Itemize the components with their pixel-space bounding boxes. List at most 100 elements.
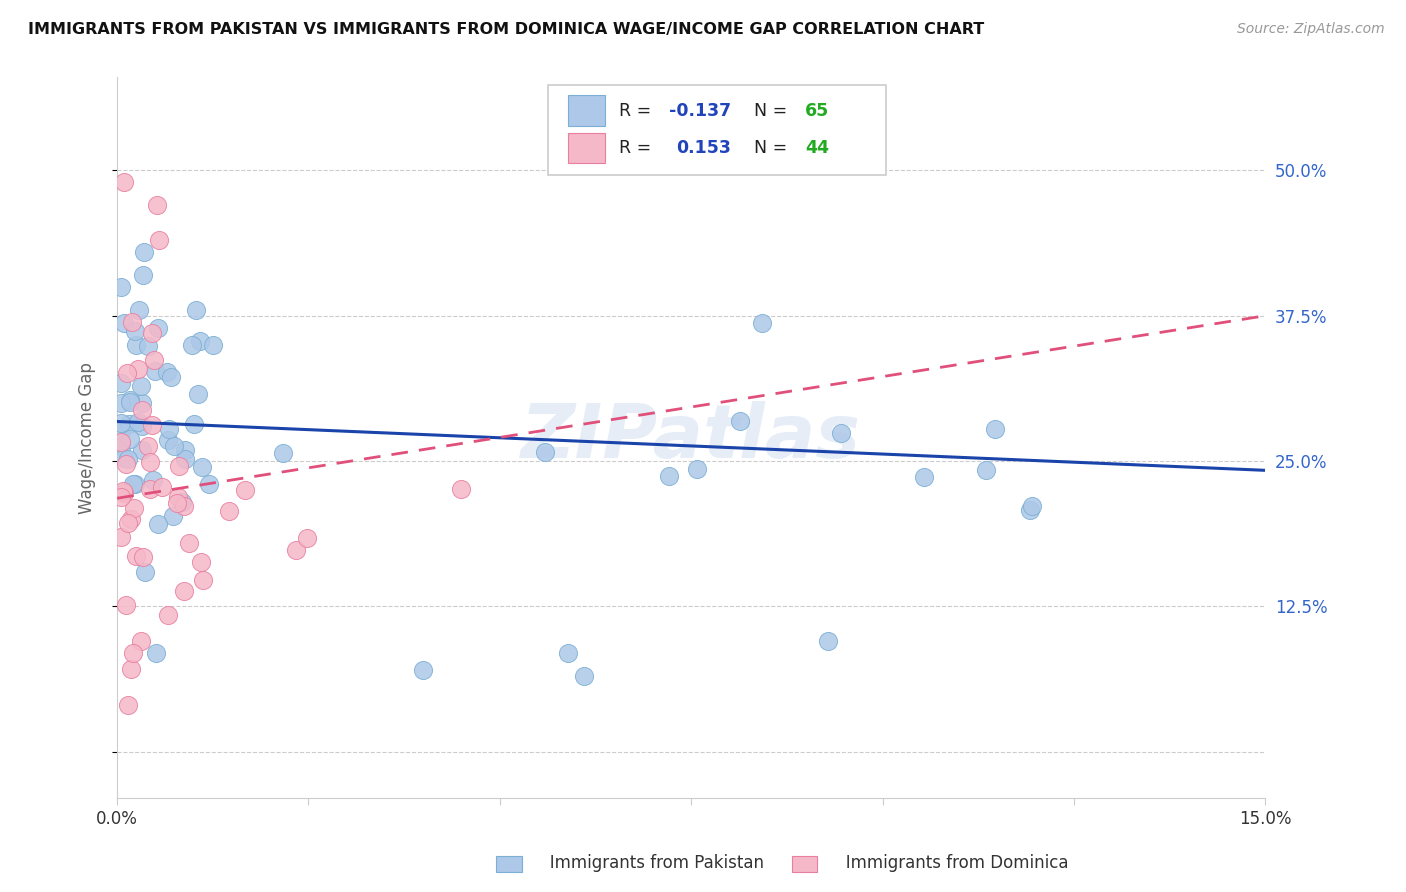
Point	[191, 460, 214, 475]
Point	[110, 396, 132, 410]
Point	[817, 634, 839, 648]
Point	[148, 233, 170, 247]
Text: 44: 44	[804, 139, 830, 157]
Point	[172, 495, 194, 509]
Point	[173, 584, 195, 599]
Point	[112, 175, 135, 189]
Point	[132, 268, 155, 282]
Point	[129, 634, 152, 648]
Point	[131, 419, 153, 434]
Point	[187, 387, 209, 401]
Point	[728, 414, 751, 428]
Point	[184, 302, 207, 317]
Point	[125, 549, 148, 564]
Text: N =: N =	[755, 139, 793, 157]
Point	[751, 317, 773, 331]
Point	[533, 445, 555, 459]
Point	[167, 490, 190, 504]
Point	[127, 415, 149, 429]
Point	[112, 450, 135, 465]
Point	[188, 334, 211, 349]
Point	[110, 279, 132, 293]
Point	[157, 422, 180, 436]
Point	[132, 549, 155, 564]
Y-axis label: Wage/Income Gap: Wage/Income Gap	[79, 362, 96, 514]
Point	[115, 457, 138, 471]
Point	[173, 499, 195, 513]
Point	[120, 512, 142, 526]
Point	[412, 663, 434, 677]
Text: ZIPatlas: ZIPatlas	[522, 401, 862, 475]
Point	[121, 314, 143, 328]
Point	[120, 662, 142, 676]
Point	[830, 425, 852, 440]
Point	[557, 646, 579, 660]
Point	[233, 483, 256, 497]
Point	[201, 338, 224, 352]
Point	[121, 477, 143, 491]
Point	[117, 451, 139, 466]
Point	[142, 473, 165, 487]
Point	[110, 376, 132, 391]
FancyBboxPatch shape	[548, 85, 886, 175]
Point	[110, 416, 132, 430]
Point	[118, 432, 141, 446]
Point	[156, 433, 179, 447]
Point	[658, 468, 681, 483]
Text: IMMIGRANTS FROM PAKISTAN VS IMMIGRANTS FROM DOMINICA WAGE/INCOME GAP CORRELATION: IMMIGRANTS FROM PAKISTAN VS IMMIGRANTS F…	[28, 22, 984, 37]
Text: R =: R =	[619, 139, 657, 157]
Point	[143, 364, 166, 378]
Point	[148, 516, 170, 531]
Bar	[568, 95, 605, 126]
Point	[162, 509, 184, 524]
Point	[143, 353, 166, 368]
Point	[162, 439, 184, 453]
Point	[110, 435, 132, 450]
Point	[141, 418, 163, 433]
Point	[157, 607, 180, 622]
Point	[180, 337, 202, 351]
Text: Immigrants from Dominica: Immigrants from Dominica	[830, 855, 1069, 872]
Text: N =: N =	[755, 102, 793, 120]
Point	[218, 504, 240, 518]
Point	[131, 403, 153, 417]
Point	[173, 443, 195, 458]
Point	[167, 459, 190, 474]
Point	[132, 244, 155, 259]
Point	[450, 482, 472, 496]
Point	[117, 516, 139, 531]
Point	[122, 646, 145, 660]
Text: R =: R =	[619, 102, 657, 120]
Point	[145, 198, 167, 212]
Point	[110, 490, 132, 504]
Point	[156, 365, 179, 379]
Point	[174, 452, 197, 467]
Point	[129, 379, 152, 393]
Point	[146, 320, 169, 334]
Point	[131, 395, 153, 409]
Point	[198, 477, 221, 491]
Point	[111, 483, 134, 498]
Point	[134, 566, 156, 580]
Point	[1018, 503, 1040, 517]
Point	[124, 325, 146, 339]
Point	[110, 531, 132, 545]
Point	[136, 339, 159, 353]
Point	[150, 480, 173, 494]
Point	[112, 316, 135, 330]
Point	[117, 698, 139, 713]
Point	[284, 542, 307, 557]
Point	[1021, 500, 1043, 514]
Point	[118, 417, 141, 431]
Point	[574, 669, 596, 683]
Text: Immigrants from Pakistan: Immigrants from Pakistan	[534, 855, 765, 872]
Point	[118, 392, 141, 407]
Point	[183, 417, 205, 431]
Point	[131, 442, 153, 457]
Text: 65: 65	[804, 102, 830, 120]
Point	[125, 338, 148, 352]
Text: 0.153: 0.153	[676, 139, 731, 157]
Point	[118, 394, 141, 409]
Point	[145, 646, 167, 660]
Bar	[568, 133, 605, 163]
